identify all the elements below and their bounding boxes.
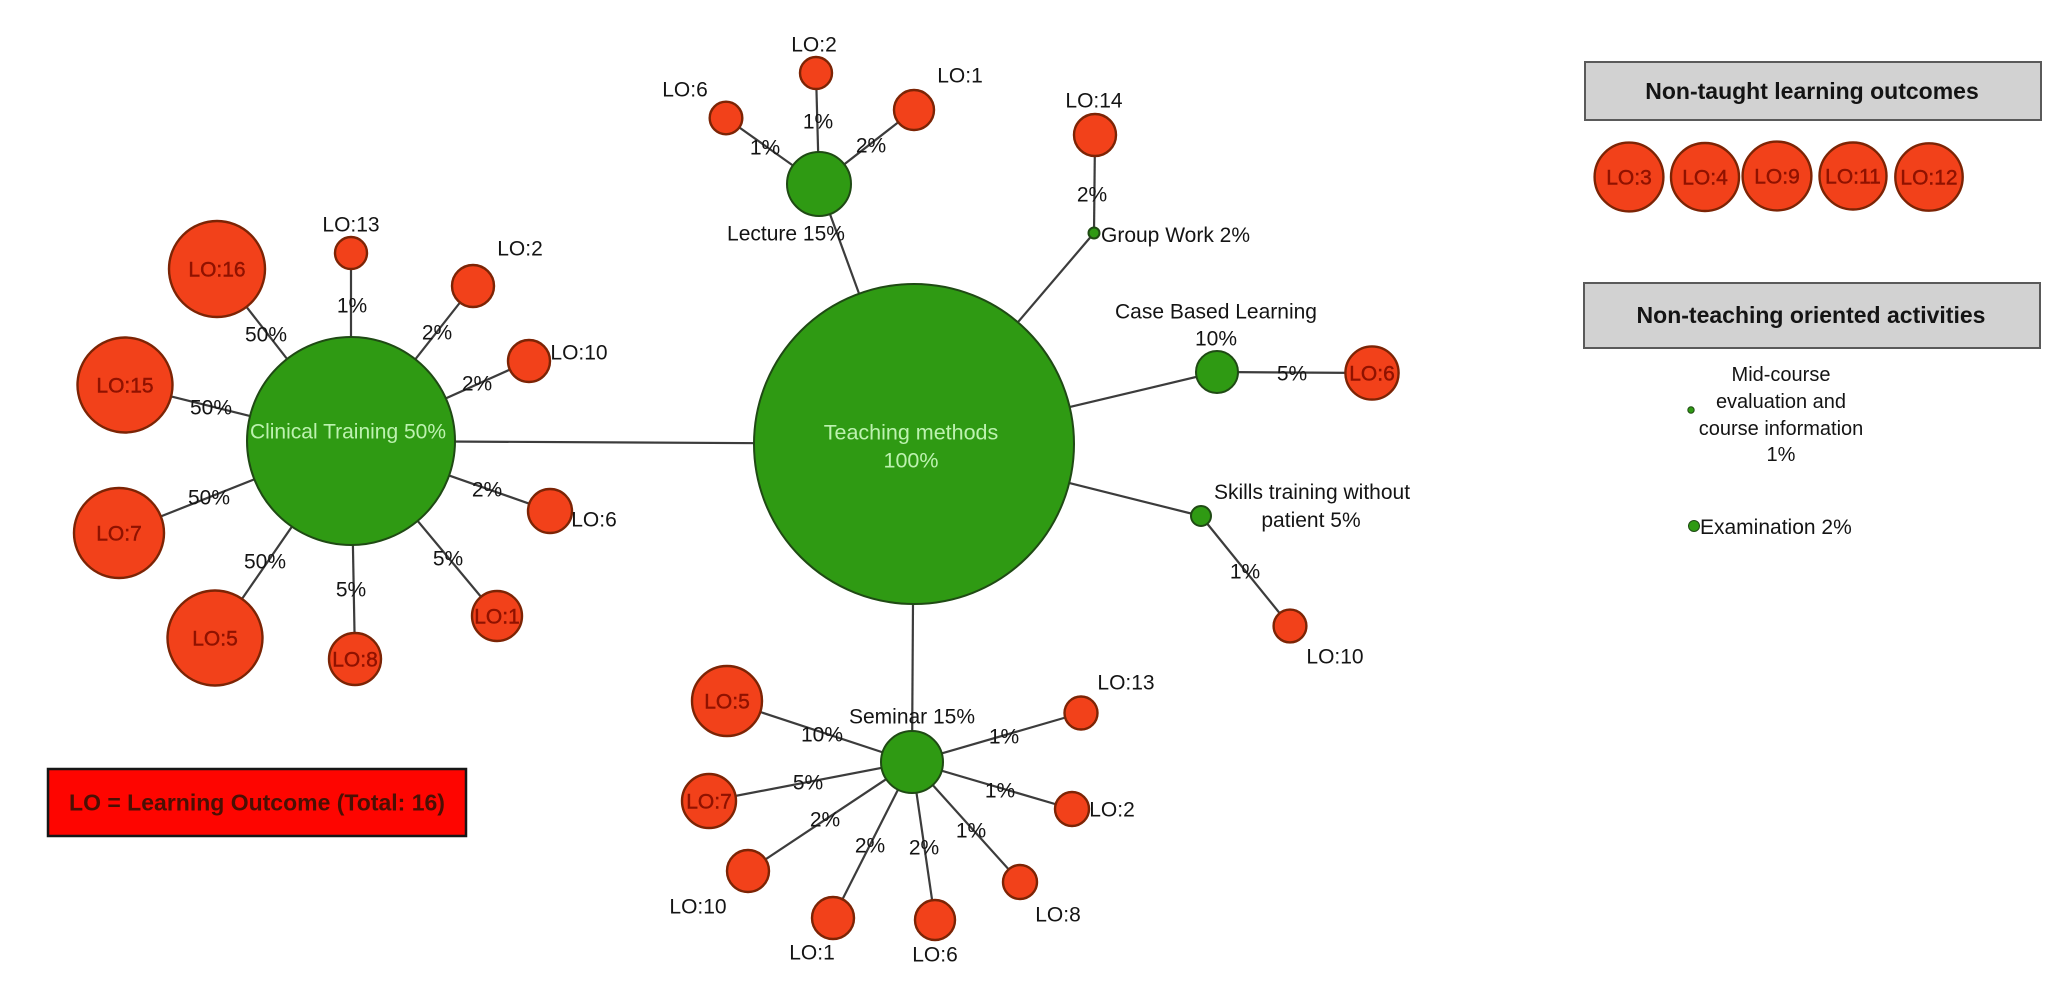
svg-text:patient 5%: patient 5% xyxy=(1261,509,1360,532)
svg-text:50%: 50% xyxy=(190,397,232,420)
svg-text:LO:8: LO:8 xyxy=(332,649,378,672)
svg-text:Seminar 15%: Seminar 15% xyxy=(849,706,975,729)
svg-text:LO:4: LO:4 xyxy=(1682,167,1728,190)
svg-text:LO:7: LO:7 xyxy=(686,791,732,814)
svg-text:LO:10: LO:10 xyxy=(550,342,607,365)
svg-text:1%: 1% xyxy=(956,820,986,843)
svg-text:LO:10: LO:10 xyxy=(1306,646,1363,669)
svg-text:Non-taught learning outcomes: Non-taught learning outcomes xyxy=(1645,78,1979,104)
svg-text:5%: 5% xyxy=(1277,363,1307,386)
svg-text:2%: 2% xyxy=(422,322,452,345)
svg-text:1%: 1% xyxy=(1230,561,1260,584)
svg-text:Clinical Training 50%: Clinical Training 50% xyxy=(250,421,446,444)
svg-text:1%: 1% xyxy=(803,111,833,134)
svg-text:LO:5: LO:5 xyxy=(704,691,750,714)
svg-text:LO:5: LO:5 xyxy=(192,628,238,651)
svg-text:LO:6: LO:6 xyxy=(1349,363,1395,386)
svg-text:course information: course information xyxy=(1699,418,1864,440)
svg-text:2%: 2% xyxy=(856,135,886,158)
svg-text:LO:1: LO:1 xyxy=(474,606,520,629)
svg-text:Examination 2%: Examination 2% xyxy=(1700,516,1852,539)
svg-text:Skills training without: Skills training without xyxy=(1214,481,1410,504)
svg-text:LO:13: LO:13 xyxy=(322,214,379,237)
svg-text:2%: 2% xyxy=(909,837,939,860)
svg-text:1%: 1% xyxy=(989,726,1019,749)
svg-text:LO:13: LO:13 xyxy=(1097,672,1154,695)
svg-text:LO:2: LO:2 xyxy=(497,238,543,261)
svg-text:Teaching methods: Teaching methods xyxy=(824,421,999,445)
svg-text:2%: 2% xyxy=(855,835,885,858)
svg-text:LO:7: LO:7 xyxy=(96,523,142,546)
svg-text:LO:2: LO:2 xyxy=(1089,799,1135,822)
svg-text:2%: 2% xyxy=(810,809,840,832)
svg-text:LO:2: LO:2 xyxy=(791,34,837,57)
svg-text:Lecture 15%: Lecture 15% xyxy=(727,223,845,246)
svg-text:LO:6: LO:6 xyxy=(912,944,958,967)
svg-text:LO:3: LO:3 xyxy=(1606,167,1652,190)
svg-text:50%: 50% xyxy=(188,487,230,510)
svg-text:2%: 2% xyxy=(472,479,502,502)
svg-text:5%: 5% xyxy=(336,579,366,602)
svg-text:10%: 10% xyxy=(801,724,843,747)
svg-text:LO:15: LO:15 xyxy=(96,375,153,398)
svg-text:LO:10: LO:10 xyxy=(669,896,726,919)
svg-text:50%: 50% xyxy=(245,324,287,347)
svg-text:evaluation and: evaluation and xyxy=(1716,391,1846,413)
svg-text:LO:16: LO:16 xyxy=(188,259,245,282)
svg-text:1%: 1% xyxy=(985,780,1015,803)
svg-text:LO:8: LO:8 xyxy=(1035,904,1081,927)
svg-text:5%: 5% xyxy=(793,772,823,795)
svg-text:100%: 100% xyxy=(884,449,939,473)
svg-text:LO:1: LO:1 xyxy=(937,65,983,88)
svg-text:2%: 2% xyxy=(1077,184,1107,207)
svg-text:10%: 10% xyxy=(1195,328,1237,351)
svg-text:Non-teaching oriented activiti: Non-teaching oriented activities xyxy=(1637,302,1986,328)
svg-text:LO:6: LO:6 xyxy=(662,79,708,102)
svg-text:LO:1: LO:1 xyxy=(789,942,835,965)
svg-text:1%: 1% xyxy=(1767,444,1796,466)
svg-text:Group Work 2%: Group Work 2% xyxy=(1101,224,1250,247)
svg-text:LO:11: LO:11 xyxy=(1825,166,1881,189)
svg-text:1%: 1% xyxy=(337,295,367,318)
svg-text:LO = Learning Outcome (Total:: LO = Learning Outcome (Total: 16) xyxy=(69,790,445,816)
svg-text:5%: 5% xyxy=(433,548,463,571)
svg-text:Mid-course: Mid-course xyxy=(1732,364,1831,386)
svg-text:LO:14: LO:14 xyxy=(1065,90,1123,113)
svg-text:2%: 2% xyxy=(462,373,492,396)
svg-text:LO:6: LO:6 xyxy=(571,509,617,532)
svg-text:50%: 50% xyxy=(244,551,286,574)
svg-text:LO:9: LO:9 xyxy=(1754,166,1800,189)
svg-text:1%: 1% xyxy=(750,137,780,160)
svg-text:Case Based Learning: Case Based Learning xyxy=(1115,301,1317,324)
svg-text:LO:12: LO:12 xyxy=(1900,167,1957,190)
